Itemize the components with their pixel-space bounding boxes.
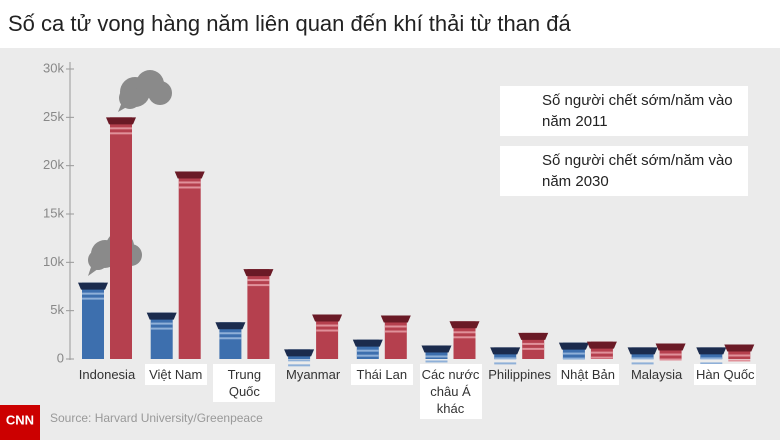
bar-cap xyxy=(352,339,383,347)
bar-stripe xyxy=(288,364,311,367)
y-tick-label: 10k xyxy=(43,254,64,269)
bar-stripe xyxy=(288,359,311,362)
bar-cap xyxy=(518,332,549,340)
bar-cap xyxy=(586,341,617,349)
source: Source: Harvard University/Greenpeace xyxy=(50,411,263,425)
bar-cap xyxy=(696,347,727,355)
bar-stripe xyxy=(110,132,132,135)
logo: CNN xyxy=(6,412,34,427)
legend-item: Số người chết sớm/năm vào năm 2030 xyxy=(500,146,748,196)
bar-stripe xyxy=(728,359,751,362)
bar-stripe xyxy=(219,337,242,340)
bar-stripe xyxy=(178,186,201,189)
x-tick-label: Hàn Quốc xyxy=(694,364,757,385)
bar-stripe xyxy=(700,362,723,365)
bar-stripe xyxy=(425,360,448,363)
x-tick-label: Trung Quốc xyxy=(213,364,276,402)
x-tick-label: Philippines xyxy=(488,367,552,382)
bar-cap xyxy=(174,171,205,179)
bar-stripe xyxy=(562,352,585,355)
bar-cap xyxy=(655,343,686,351)
legend-item: Số người chết sớm/năm vào năm 2011 xyxy=(500,86,748,136)
bar xyxy=(453,321,476,359)
logo-box xyxy=(0,405,40,440)
y-tick-label: 0 xyxy=(57,350,64,365)
bar-stripe xyxy=(562,357,585,360)
bar-cap xyxy=(215,322,246,330)
bar-stripe xyxy=(356,349,379,352)
bar-cap xyxy=(284,349,315,357)
x-tick-label: Việt Nam xyxy=(144,364,207,385)
bar xyxy=(110,117,132,359)
bar-stripe xyxy=(494,362,517,365)
bar-cap xyxy=(312,314,343,322)
bar-stripe xyxy=(356,354,379,357)
bar-stripe xyxy=(82,292,104,295)
bar-cap xyxy=(421,345,452,353)
bar-cap xyxy=(243,269,274,277)
bar-stripe xyxy=(453,331,476,334)
bar-stripe xyxy=(384,325,407,328)
bar-stripe xyxy=(590,351,613,354)
x-tick-label: Indonesia xyxy=(78,367,136,382)
bar-cap xyxy=(106,117,136,125)
y-tick-label: 25k xyxy=(43,109,64,124)
x-tick-label: Thái Lan xyxy=(350,364,413,385)
bar xyxy=(219,322,242,359)
bar-stripe xyxy=(453,336,476,339)
bar-stripe xyxy=(659,358,682,361)
bar-cap xyxy=(558,342,589,350)
bar-cap xyxy=(146,312,177,320)
bar-stripe xyxy=(316,324,339,327)
y-tick-label: 15k xyxy=(43,205,64,220)
x-tick-label: Các nước châu Á khác xyxy=(419,364,482,419)
bar-stripe xyxy=(247,279,270,282)
y-tick-label: 30k xyxy=(43,60,64,75)
bar xyxy=(82,282,104,359)
bar-stripe xyxy=(425,355,448,358)
chart-title: Số ca tử vong hàng năm liên quan đến khí… xyxy=(8,11,571,36)
bar xyxy=(247,269,270,359)
bar-stripe xyxy=(110,127,132,130)
bar-stripe xyxy=(384,330,407,333)
bar-stripe xyxy=(316,329,339,332)
bar-stripe xyxy=(178,181,201,184)
bar-cap xyxy=(449,321,480,329)
bar-stripe xyxy=(522,342,545,345)
bar-stripe xyxy=(700,357,723,360)
bar-stripe xyxy=(659,353,682,356)
title-bar xyxy=(0,0,780,48)
bar-stripe xyxy=(728,354,751,357)
bar-stripe xyxy=(247,284,270,287)
bar-cap xyxy=(627,347,658,355)
y-tick-label: 5k xyxy=(50,302,64,317)
bar-stripe xyxy=(631,357,654,360)
legend-label: Số người chết sớm/năm vào năm 2030 xyxy=(542,152,733,190)
legend-label: Số người chết sớm/năm vào năm 2011 xyxy=(542,92,733,130)
bar-stripe xyxy=(590,356,613,359)
bar-stripe xyxy=(82,297,104,300)
bar-cap xyxy=(78,282,108,290)
bar-stripe xyxy=(219,332,242,335)
y-tick-label: 20k xyxy=(43,157,64,172)
x-tick-label: Malaysia xyxy=(630,367,683,382)
bar-cap xyxy=(724,344,755,352)
x-tick-label: Nhật Bản xyxy=(556,364,619,385)
bar-stripe xyxy=(631,362,654,365)
bar-stripe xyxy=(522,347,545,350)
x-tick-label: Myanmar xyxy=(286,367,341,382)
bar-stripe xyxy=(494,357,517,360)
bar xyxy=(178,171,201,359)
bar-cap xyxy=(490,347,521,355)
bar-cap xyxy=(380,315,411,323)
bar-stripe xyxy=(150,322,173,325)
bar-stripe xyxy=(150,327,173,330)
